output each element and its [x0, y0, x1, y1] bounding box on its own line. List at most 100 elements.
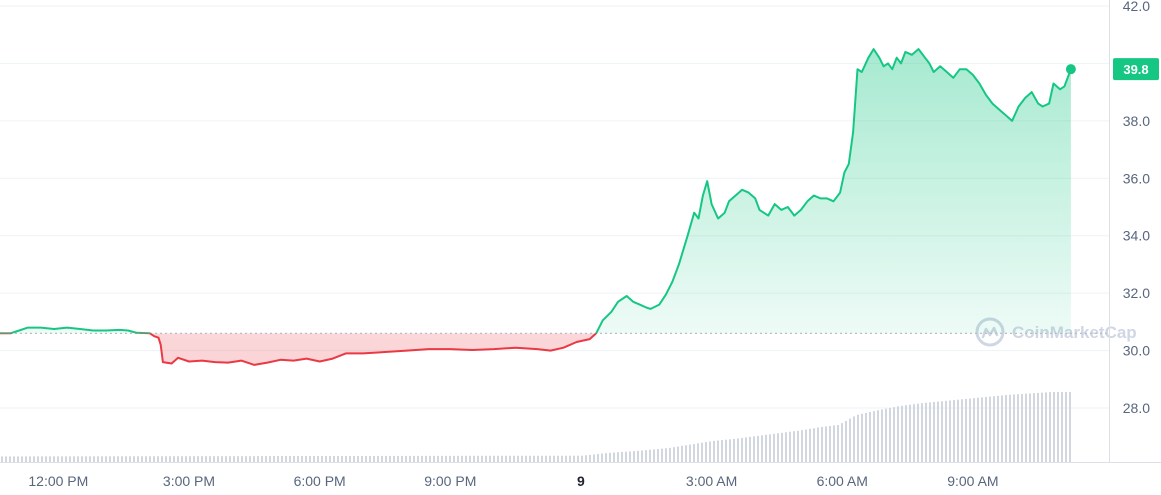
volume-bar — [621, 451, 623, 462]
volume-bar — [1053, 392, 1055, 462]
volume-bar — [81, 456, 83, 462]
volume-bar — [457, 455, 459, 462]
volume-bar — [989, 396, 991, 462]
volume-bar — [693, 443, 695, 462]
volume-bar — [845, 420, 847, 462]
volume-bar — [373, 455, 375, 462]
volume-bar — [785, 432, 787, 462]
volume-bar — [1021, 393, 1023, 462]
volume-bar — [529, 455, 531, 462]
volume-bar — [653, 449, 655, 462]
volume-bar — [189, 456, 191, 462]
volume-bar — [73, 456, 75, 462]
volume-bar — [53, 456, 55, 462]
volume-bar — [677, 446, 679, 462]
volume-bar — [949, 400, 951, 462]
volume-bar — [637, 450, 639, 462]
volume-bar — [537, 455, 539, 462]
volume-bar — [705, 442, 707, 462]
volume-bar — [561, 455, 563, 462]
volume-bar — [557, 455, 559, 462]
volume-bar — [121, 456, 123, 462]
volume-bar — [469, 455, 471, 462]
volume-bar — [717, 440, 719, 462]
volume-bar — [261, 456, 263, 462]
last-price-label: 39.8 — [1123, 62, 1148, 77]
last-price-dot[interactable] — [1065, 64, 1076, 75]
volume-bar — [113, 456, 115, 462]
volume-bar — [749, 436, 751, 462]
volume-bar — [129, 456, 131, 462]
volume-bar — [681, 445, 683, 462]
volume-bar — [389, 455, 391, 462]
volume-bar — [341, 455, 343, 462]
volume-bar — [761, 435, 763, 462]
volume-bar — [213, 456, 215, 462]
volume-bar — [957, 399, 959, 462]
volume-bar — [657, 449, 659, 462]
x-tick-label: 6:00 PM — [294, 473, 346, 489]
volume-bar — [97, 456, 99, 462]
volume-bar — [289, 456, 291, 462]
volume-bar — [577, 455, 579, 462]
volume-bar — [901, 405, 903, 462]
volume-bar — [777, 433, 779, 462]
volume-bar — [781, 432, 783, 462]
volume-bar — [713, 440, 715, 462]
y-tick-label: 38.0 — [1123, 113, 1150, 129]
volume-bar — [829, 425, 831, 462]
volume-bar — [993, 396, 995, 462]
volume-bar — [673, 447, 675, 462]
volume-bar — [649, 449, 651, 462]
volume-bar — [237, 456, 239, 462]
volume-bar — [421, 455, 423, 462]
volume-bar — [669, 447, 671, 462]
volume-bar — [37, 456, 39, 462]
volume-bar — [909, 404, 911, 462]
volume-bar — [1069, 392, 1071, 462]
volume-bar — [65, 456, 67, 462]
volume-bar — [217, 456, 219, 462]
volume-bar — [697, 443, 699, 462]
volume-bar — [885, 408, 887, 462]
volume-bar — [225, 456, 227, 462]
volume-bar — [329, 456, 331, 462]
volume-bar — [473, 455, 475, 462]
volume-bar — [545, 455, 547, 462]
volume-bar — [853, 416, 855, 462]
volume-bar — [321, 456, 323, 462]
volume-bar — [625, 451, 627, 462]
volume-bar — [857, 414, 859, 462]
volume-bar — [197, 456, 199, 462]
volume-bar — [381, 455, 383, 462]
volume-bar — [941, 401, 943, 462]
volume-bar — [477, 455, 479, 462]
area-fill-down — [0, 333, 1071, 365]
x-tick-label: 9 — [577, 473, 585, 489]
volume-bar — [513, 455, 515, 462]
volume-bar — [497, 455, 499, 462]
volume-bar — [273, 456, 275, 462]
volume-bar — [1005, 395, 1007, 462]
volume-bar — [337, 455, 339, 462]
volume-bar — [297, 456, 299, 462]
volume-bar — [533, 455, 535, 462]
price-line-down — [0, 333, 598, 366]
volume-bar — [397, 455, 399, 462]
volume-bar — [125, 456, 127, 462]
volume-bar — [617, 452, 619, 462]
volume-bar — [385, 455, 387, 462]
volume-bar — [353, 455, 355, 462]
volume-bar — [729, 439, 731, 462]
volume-bar — [413, 455, 415, 462]
volume-bar — [145, 456, 147, 462]
volume-bar — [285, 456, 287, 462]
volume-bar — [861, 413, 863, 462]
x-tick-label: 12:00 PM — [28, 473, 88, 489]
volume-bar — [573, 455, 575, 462]
y-tick-label: 36.0 — [1123, 170, 1150, 186]
volume-bar — [357, 455, 359, 462]
volume-bar — [185, 456, 187, 462]
volume-bar — [33, 456, 35, 462]
volume-bar — [493, 455, 495, 462]
